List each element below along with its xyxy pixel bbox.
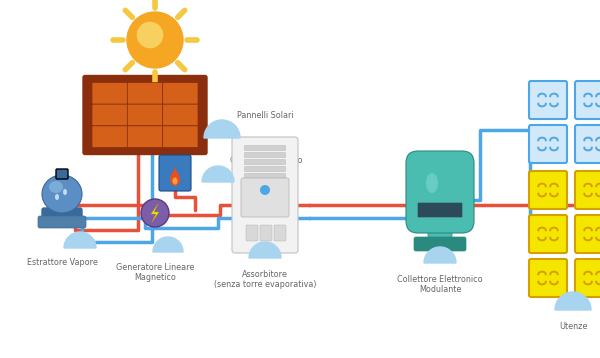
Text: Generatore Lineare
Magnetico: Generatore Lineare Magnetico xyxy=(116,263,194,282)
FancyBboxPatch shape xyxy=(529,81,567,119)
Text: Pannelli Solari: Pannelli Solari xyxy=(237,111,293,120)
Ellipse shape xyxy=(63,189,67,195)
Ellipse shape xyxy=(170,172,180,186)
Ellipse shape xyxy=(42,175,82,213)
FancyBboxPatch shape xyxy=(575,259,600,297)
FancyBboxPatch shape xyxy=(274,225,286,241)
Polygon shape xyxy=(424,247,456,263)
Polygon shape xyxy=(153,237,183,252)
FancyBboxPatch shape xyxy=(92,82,127,104)
FancyBboxPatch shape xyxy=(246,225,258,241)
FancyBboxPatch shape xyxy=(83,76,207,155)
FancyBboxPatch shape xyxy=(163,126,198,147)
FancyBboxPatch shape xyxy=(575,125,600,163)
FancyBboxPatch shape xyxy=(127,104,163,126)
FancyBboxPatch shape xyxy=(163,104,198,126)
FancyBboxPatch shape xyxy=(38,216,86,228)
Polygon shape xyxy=(202,166,234,182)
Polygon shape xyxy=(249,242,281,258)
Polygon shape xyxy=(171,167,179,177)
Circle shape xyxy=(127,12,183,68)
Text: Estrattore Vapore: Estrattore Vapore xyxy=(26,258,97,267)
Ellipse shape xyxy=(173,178,178,184)
FancyBboxPatch shape xyxy=(418,203,463,217)
Polygon shape xyxy=(64,232,96,248)
FancyBboxPatch shape xyxy=(232,137,298,253)
FancyBboxPatch shape xyxy=(529,171,567,209)
Polygon shape xyxy=(151,204,159,222)
FancyBboxPatch shape xyxy=(529,125,567,163)
Ellipse shape xyxy=(426,173,438,193)
FancyBboxPatch shape xyxy=(92,126,127,147)
FancyBboxPatch shape xyxy=(529,259,567,297)
FancyBboxPatch shape xyxy=(529,215,567,253)
FancyBboxPatch shape xyxy=(245,166,286,171)
Text: Collettore Elettronico
Modulante: Collettore Elettronico Modulante xyxy=(397,275,483,294)
Circle shape xyxy=(260,185,270,195)
FancyBboxPatch shape xyxy=(245,174,286,179)
FancyBboxPatch shape xyxy=(163,82,198,104)
Polygon shape xyxy=(555,292,591,310)
FancyBboxPatch shape xyxy=(406,151,474,233)
Polygon shape xyxy=(204,120,240,138)
FancyBboxPatch shape xyxy=(414,237,466,251)
FancyBboxPatch shape xyxy=(159,155,191,191)
FancyBboxPatch shape xyxy=(92,104,127,126)
FancyBboxPatch shape xyxy=(260,225,272,241)
Text: Assorbitore
(senza torre evaporativa): Assorbitore (senza torre evaporativa) xyxy=(214,270,316,289)
FancyBboxPatch shape xyxy=(56,169,68,179)
FancyBboxPatch shape xyxy=(127,126,163,147)
FancyBboxPatch shape xyxy=(428,215,452,247)
FancyBboxPatch shape xyxy=(245,145,286,150)
FancyBboxPatch shape xyxy=(575,171,600,209)
FancyBboxPatch shape xyxy=(575,81,600,119)
Circle shape xyxy=(137,23,163,48)
Circle shape xyxy=(141,199,169,227)
FancyBboxPatch shape xyxy=(42,208,82,222)
FancyBboxPatch shape xyxy=(245,153,286,158)
Text: Utenze: Utenze xyxy=(559,322,587,331)
FancyBboxPatch shape xyxy=(245,160,286,164)
Ellipse shape xyxy=(55,194,59,200)
Ellipse shape xyxy=(49,181,63,193)
Text: Generatore Ionico: Generatore Ionico xyxy=(230,156,302,165)
FancyBboxPatch shape xyxy=(241,178,289,217)
FancyBboxPatch shape xyxy=(127,82,163,104)
FancyBboxPatch shape xyxy=(575,215,600,253)
